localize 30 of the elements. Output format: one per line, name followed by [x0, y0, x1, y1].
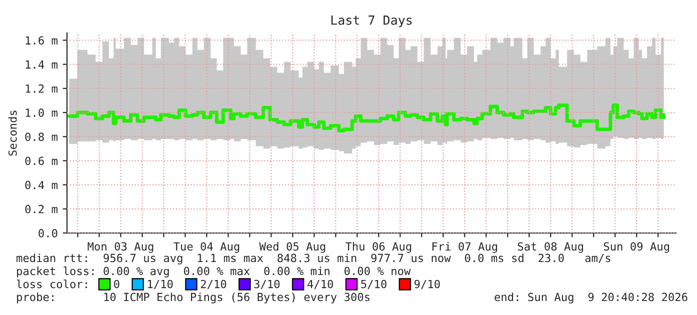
x-tick-label: Tue 04 Aug — [174, 242, 240, 253]
legend-label: 5/10 — [361, 280, 386, 290]
y-tick-label: 0.0 — [38, 229, 58, 238]
text: packet loss: 0.00 % avg 0.00 % max 0.00 % min 0.00 % now — [17, 266, 411, 278]
text: probe: 10 ICMP Echo Pings (56 Bytes) every 300s — [17, 292, 370, 304]
x-tick-label: Wed 05 Aug — [259, 242, 326, 253]
y-tick-label: 0.6 m — [25, 156, 58, 166]
x-tick-label: Sun 09 Aug — [604, 242, 670, 253]
x-tick-label: Thu 06 Aug — [345, 242, 412, 253]
legend-label: 4/10 — [308, 280, 333, 290]
x-tick-label: Sat 08 Aug — [518, 242, 584, 253]
legend-label: 0 — [114, 280, 120, 288]
x-tick-label: Fri 07 Aug — [432, 242, 498, 253]
y-tick-label: 0.4 m — [25, 180, 58, 190]
legend-label: 3/10 — [254, 280, 280, 290]
x-tick-label: Mon 03 Aug — [88, 242, 154, 253]
y-tick-label: 1.6 m — [26, 36, 58, 45]
legend-label: 1/10 — [148, 280, 173, 290]
text: end: Sun Aug 9 20:40:28 2026 — [494, 292, 688, 304]
text: median rtt: 956.7 us avg 1.1 ms max 848.3 us min 977.7 us now 0.0 ms sd 23.0 am/s — [16, 254, 610, 264]
y-tick-label: 1.2 m — [26, 84, 58, 93]
y-tick-label: 0.2 m — [25, 204, 58, 214]
legend-label: 9/10 — [414, 280, 440, 290]
y-tick-label: 0.8 m — [25, 132, 58, 142]
y-tick-label: 1.0 m — [26, 108, 58, 117]
chart-title: Last 7 Days — [331, 16, 412, 28]
y-tick-label: 1.4 m — [26, 60, 58, 69]
legend-label: 2/10 — [200, 280, 226, 290]
text: loss color: — [16, 280, 87, 288]
y-axis-title: Seconds — [8, 110, 17, 156]
